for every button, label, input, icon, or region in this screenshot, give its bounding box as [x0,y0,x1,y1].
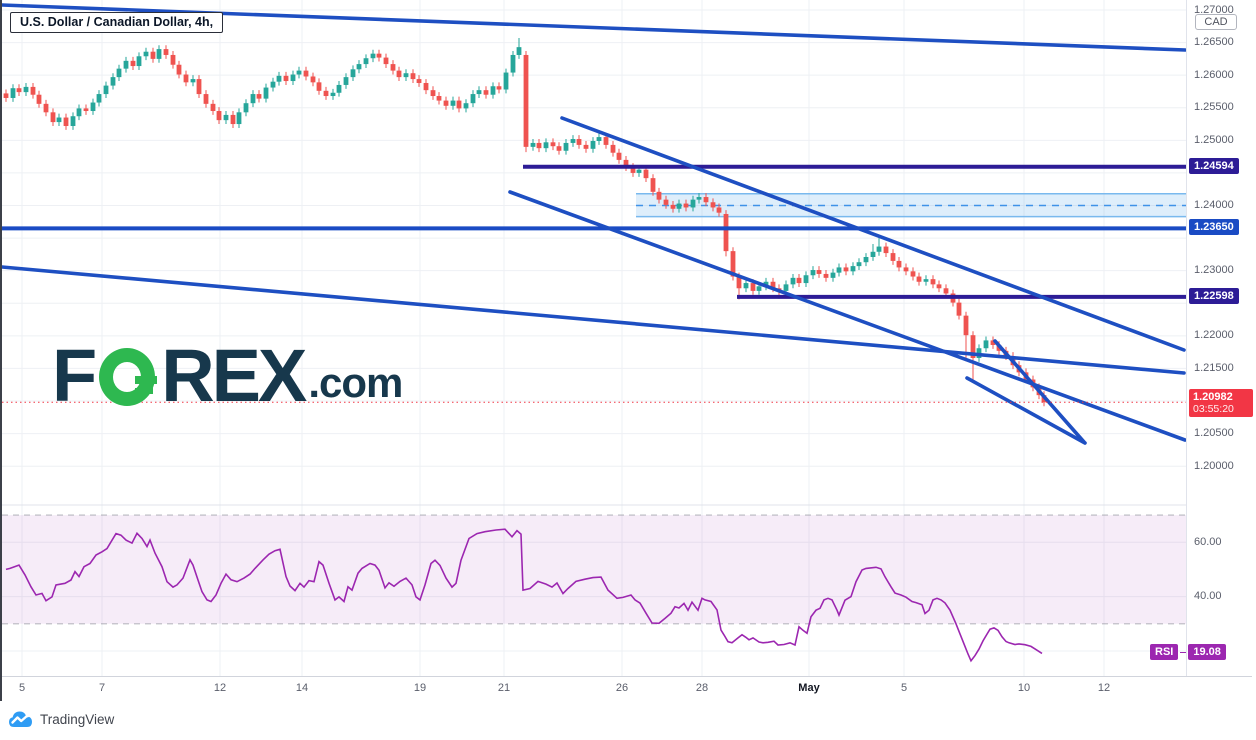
trendline[interactable] [993,339,1086,444]
level-price-badge[interactable]: 1.23650 [1189,219,1239,236]
rsi-value-badge: 19.08 [1188,644,1226,661]
trendline[interactable] [2,265,1186,375]
trendline[interactable] [965,376,1087,445]
symbol-title[interactable]: U.S. Dollar / Canadian Dollar, 4h, [10,12,224,33]
time-axis-label: 12 [1097,682,1111,694]
price-axis-label: 1.22000 [1194,329,1234,342]
rsi-zone [2,515,1186,624]
price-axis-label: 1.20000 [1194,459,1234,472]
price-axis-label: 1.23000 [1194,264,1234,277]
rsi-axis-label: 60.00 [1194,535,1222,548]
time-axis-label: 21 [497,682,511,694]
tradingview-cloud-icon [9,711,32,727]
time-axis-label: 28 [695,682,709,694]
forex-o-logo-icon [99,348,158,406]
rsi-value-row: RSI 19.08 [1150,644,1226,661]
level-price-badge[interactable]: 1.24594 [1189,157,1239,174]
footer-strip: TradingView [0,701,1256,740]
time-axis-label: 14 [295,682,309,694]
bar-countdown: 03:55:20 [1193,403,1234,416]
trendline[interactable] [508,190,1186,442]
price-axis-label: 1.21500 [1194,361,1234,374]
price-axis-label: 1.24000 [1194,199,1234,211]
watermark-dot-com: .com [308,359,403,406]
price-axis[interactable]: CAD 1.20982 03:55:20 1.27000 1.26500 1.260… [1186,0,1253,676]
watermark-letters-rex: REX [161,334,307,417]
time-axis-label: May [798,682,820,694]
tradingview-logo[interactable]: TradingView [8,710,114,728]
rsi-axis-label: 40.00 [1194,590,1222,603]
forex-com-watermark: F REX .com [52,334,403,417]
watermark-letter-f: F [52,334,97,417]
time-axis-label: 26 [615,682,629,694]
rsi-line[interactable] [5,528,1043,663]
quote-currency-badge: CAD [1195,14,1237,30]
time-axis-label: 19 [413,682,427,694]
price-axis-label: 1.26500 [1194,36,1234,49]
tradingview-logo-text: TradingView [40,711,115,727]
level-price-badge[interactable]: 1.22598 [1189,287,1239,304]
time-axis-label: 5 [18,682,26,694]
last-price-badge: 1.20982 03:55:20 [1189,389,1253,418]
trendline[interactable] [560,116,1186,352]
time-axis-label: 5 [900,682,908,694]
chart-frame: U.S. Dollar / Canadian Dollar, 4h, F REX… [0,0,1253,701]
rsi-label-pill[interactable]: RSI [1150,644,1179,661]
price-axis-label: 1.25500 [1194,101,1234,114]
time-axis-label: 12 [213,682,227,694]
price-axis-label: 1.26000 [1194,68,1234,81]
time-axis[interactable]: 5 7 12 14 19 21 26 28 May 5 10 12 [2,676,1252,701]
price-axis-label: 1.25000 [1194,133,1234,146]
last-price-value: 1.20982 [1193,391,1233,404]
time-axis-label: 10 [1017,682,1031,694]
time-axis-label: 7 [98,682,106,694]
price-axis-label: 1.20500 [1194,427,1234,440]
rsi-tick-dash [1180,651,1187,653]
price-axis-label: 1.27000 [1194,3,1234,16]
